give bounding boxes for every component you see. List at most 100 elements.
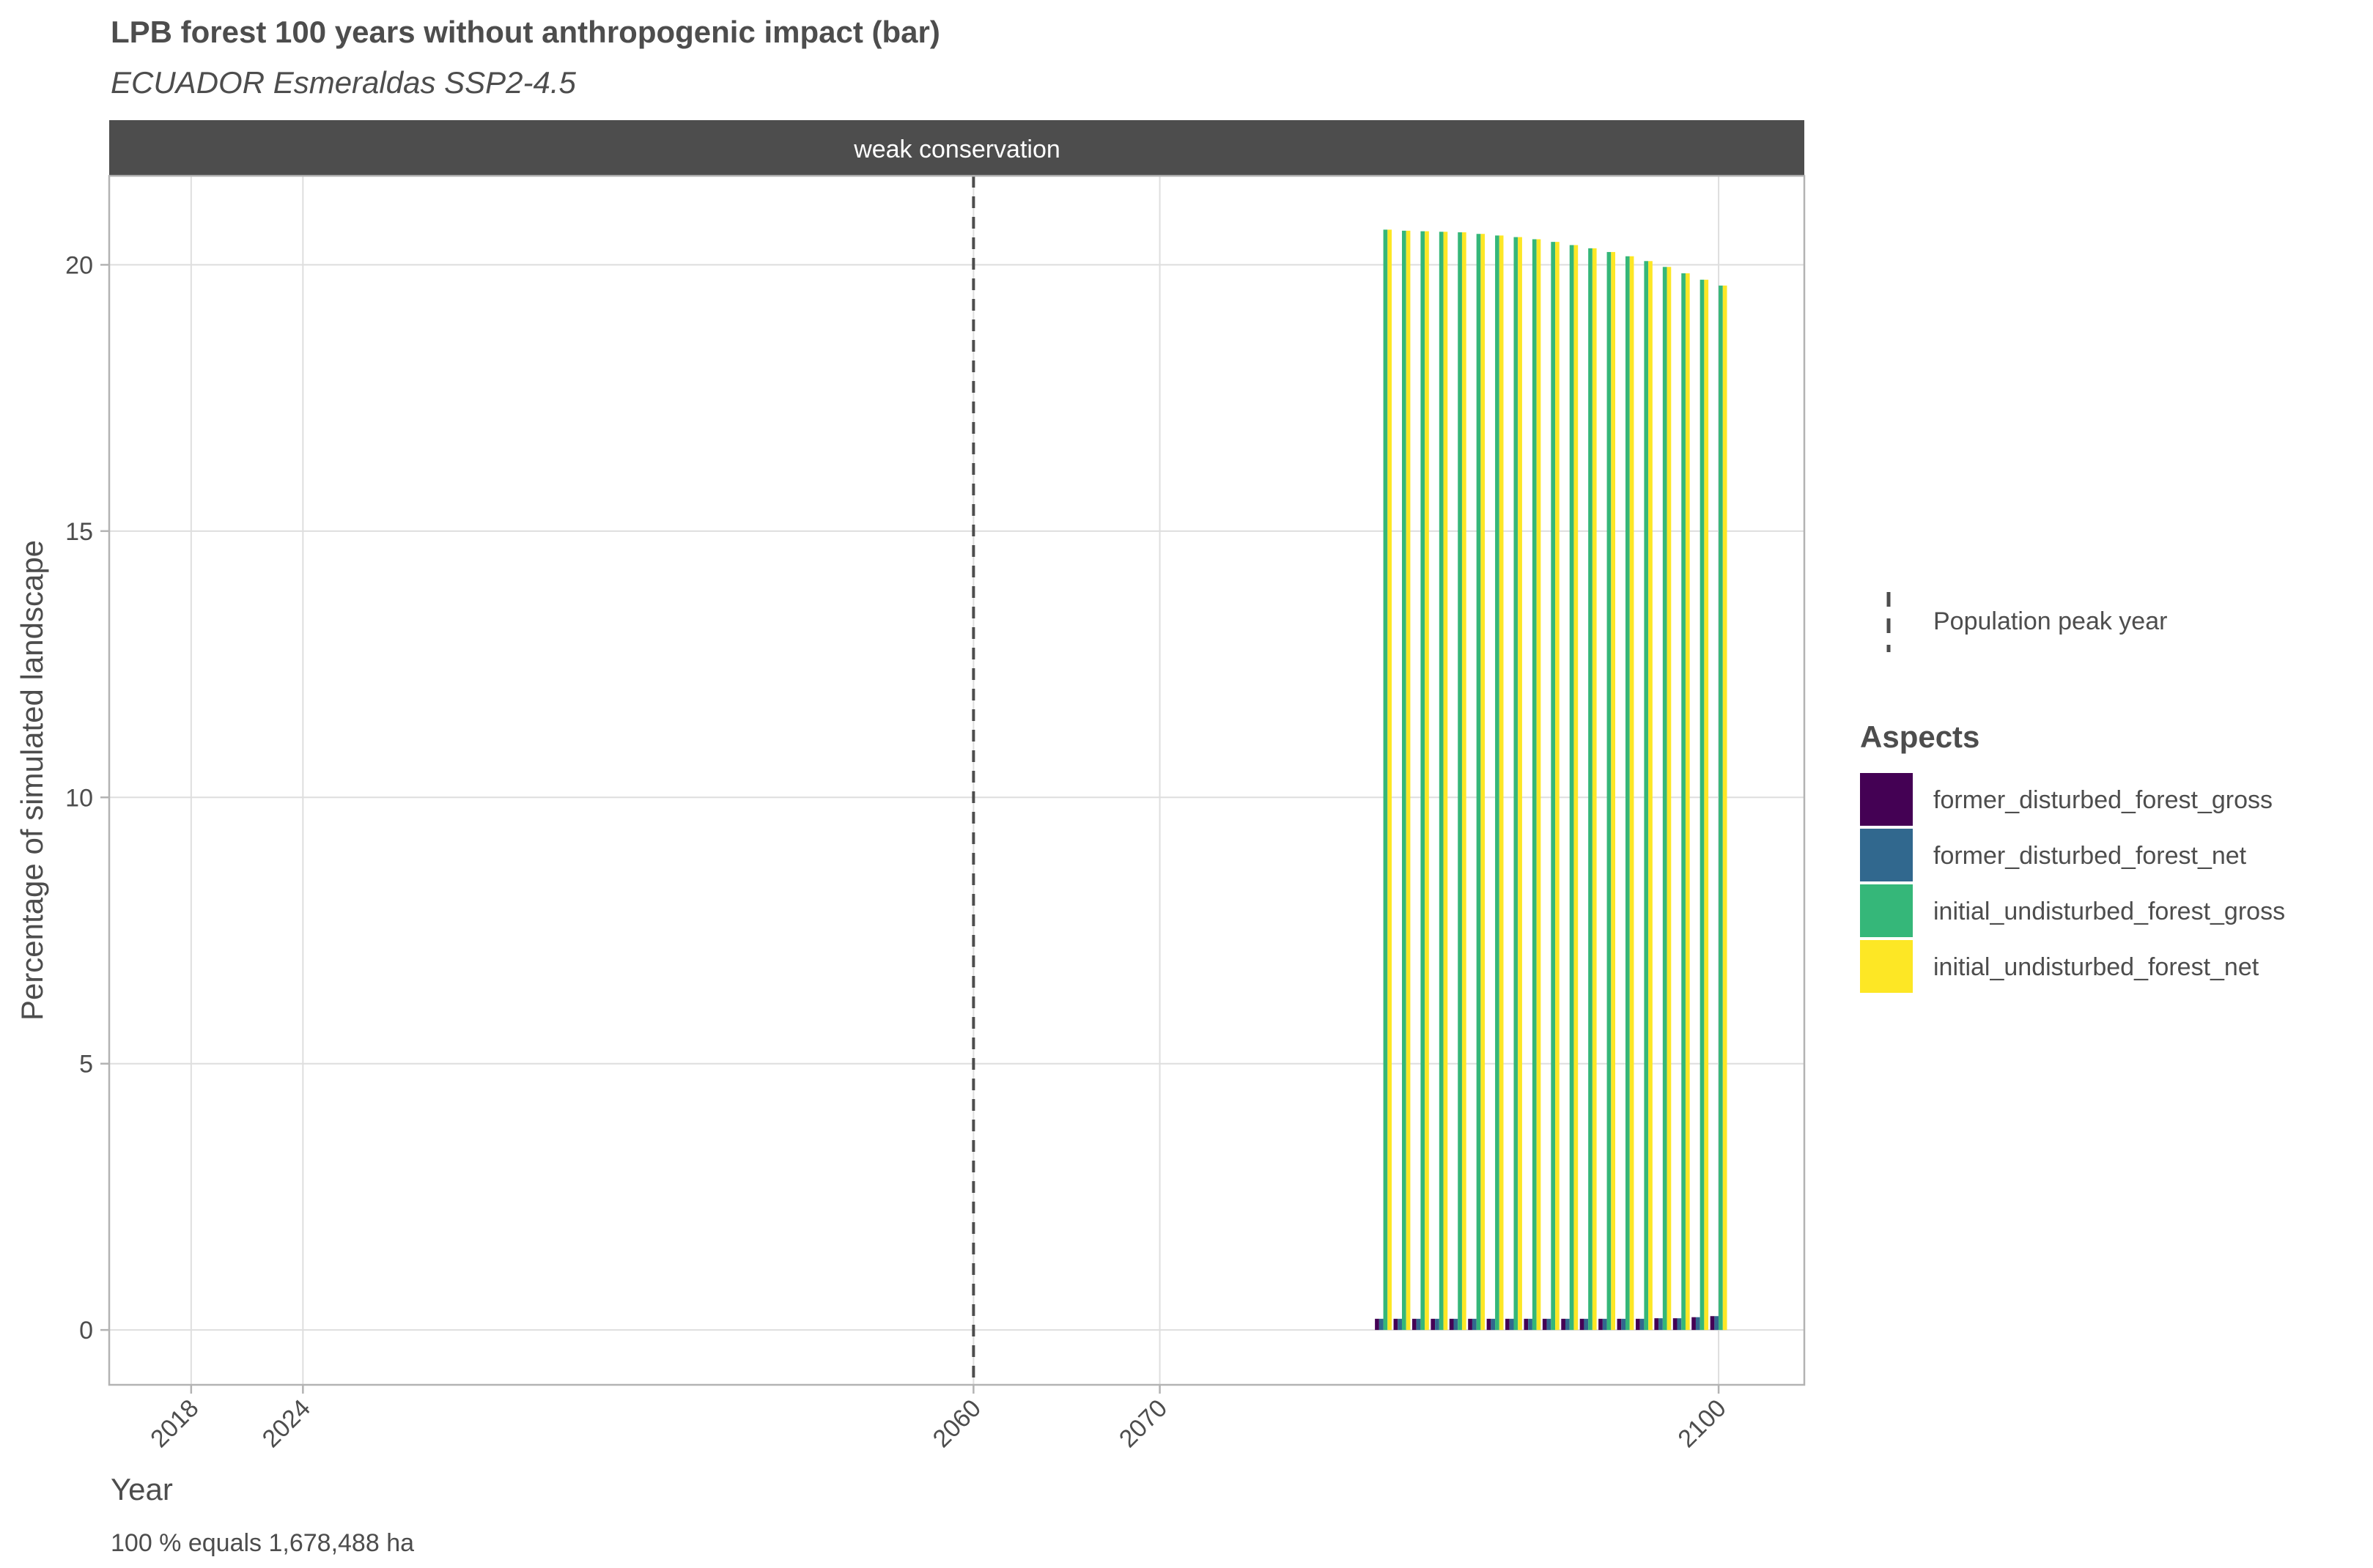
bar xyxy=(1710,1316,1715,1331)
y-tick-label: 0 xyxy=(79,1317,93,1345)
x-tick-label: 2100 xyxy=(1672,1394,1731,1453)
bar xyxy=(1648,261,1653,1331)
y-tick-label: 10 xyxy=(65,784,93,812)
bar xyxy=(1461,232,1466,1331)
bar xyxy=(1379,1318,1384,1331)
bar xyxy=(1480,234,1486,1331)
bar xyxy=(1458,232,1462,1331)
bar xyxy=(1573,245,1579,1331)
x-axis-label: Year xyxy=(111,1472,173,1506)
bar xyxy=(1662,267,1667,1331)
bar xyxy=(1499,235,1504,1331)
bar xyxy=(1644,261,1649,1331)
bar xyxy=(1472,1318,1477,1331)
bar xyxy=(1704,279,1709,1331)
legend: Population peak year Aspects former_dist… xyxy=(1860,592,2285,993)
bar xyxy=(1602,1318,1607,1331)
bar xyxy=(1435,1318,1439,1331)
bar xyxy=(1453,1318,1458,1331)
bar xyxy=(1719,285,1723,1331)
bar xyxy=(1658,1318,1663,1331)
x-tick-label: 2070 xyxy=(1114,1394,1173,1453)
bar xyxy=(1546,1318,1551,1331)
legend-label-vline: Population peak year xyxy=(1933,607,2167,635)
legend-title: Aspects xyxy=(1860,720,1979,754)
x-tick-label: 2018 xyxy=(145,1394,204,1453)
bar xyxy=(1513,237,1518,1331)
bar xyxy=(1561,1318,1566,1331)
bar xyxy=(1569,245,1574,1331)
bar xyxy=(1722,285,1727,1331)
chart-title: LPB forest 100 years without anthropogen… xyxy=(111,15,940,49)
bar xyxy=(1536,239,1541,1331)
bar xyxy=(1505,1318,1510,1331)
chart-subtitle: ECUADOR Esmeraldas SSP2-4.5 xyxy=(111,65,577,100)
bar xyxy=(1714,1316,1719,1331)
bar xyxy=(1639,1318,1645,1331)
caption: 100 % equals 1,678,488 ha xyxy=(111,1529,414,1557)
bar xyxy=(1495,235,1499,1331)
bar xyxy=(1476,234,1481,1331)
bar xyxy=(1398,1318,1402,1331)
bar xyxy=(1449,1318,1454,1331)
y-axis-label: Percentage of simulated landscape xyxy=(15,540,49,1021)
bars xyxy=(1375,229,1727,1331)
y-tick-label: 20 xyxy=(65,251,93,279)
bar xyxy=(1387,229,1392,1331)
x-tick-label: 2060 xyxy=(928,1394,986,1453)
bar xyxy=(1672,1318,1678,1331)
legend-label: initial_undisturbed_forest_net xyxy=(1933,953,2259,981)
bar xyxy=(1565,1318,1570,1331)
bar xyxy=(1611,251,1616,1331)
bar xyxy=(1443,232,1448,1331)
facet-strip-label: weak conservation xyxy=(853,136,1060,163)
bar xyxy=(1401,230,1406,1331)
bar xyxy=(1518,237,1522,1331)
x-tick-label: 2024 xyxy=(257,1394,316,1453)
bar xyxy=(1542,1318,1547,1331)
bar xyxy=(1677,1318,1682,1331)
legend-label: former_disturbed_forest_net xyxy=(1933,842,2247,870)
bar xyxy=(1654,1318,1659,1331)
bar xyxy=(1579,1318,1584,1331)
plot-panel xyxy=(109,176,1804,1385)
bar xyxy=(1695,1317,1700,1331)
bar xyxy=(1588,248,1593,1331)
bar xyxy=(1411,1318,1417,1331)
plot-border xyxy=(108,174,1806,1386)
bar xyxy=(1667,267,1672,1331)
legend-label: initial_undisturbed_forest_gross xyxy=(1933,898,2285,925)
bar xyxy=(1606,251,1612,1331)
legend-swatch xyxy=(1860,773,1913,826)
bar xyxy=(1491,1318,1496,1331)
bar xyxy=(1393,1318,1398,1331)
legend-swatch xyxy=(1860,884,1913,937)
y-tick-label: 5 xyxy=(79,1051,93,1079)
facet-strip xyxy=(109,120,1804,176)
bar xyxy=(1524,1318,1529,1331)
bar xyxy=(1383,229,1388,1331)
y-axis-ticks: 0 5 10 15 20 xyxy=(65,251,109,1345)
bar xyxy=(1375,1318,1379,1331)
bar xyxy=(1551,242,1556,1331)
bar xyxy=(1617,1318,1622,1331)
bar xyxy=(1584,1318,1589,1331)
legend-label: former_disturbed_forest_gross xyxy=(1933,786,2273,814)
bar xyxy=(1598,1318,1603,1331)
y-tick-label: 15 xyxy=(65,518,93,546)
bar xyxy=(1528,1318,1532,1331)
bar xyxy=(1681,273,1686,1331)
bar xyxy=(1486,1318,1491,1331)
bar xyxy=(1592,248,1597,1331)
bar xyxy=(1439,232,1444,1331)
bar xyxy=(1629,256,1634,1331)
bar xyxy=(1555,242,1560,1331)
bar xyxy=(1509,1318,1514,1331)
bar xyxy=(1621,1318,1625,1331)
bar xyxy=(1635,1318,1640,1331)
bar xyxy=(1691,1317,1696,1331)
bar xyxy=(1406,230,1411,1331)
bar xyxy=(1625,256,1630,1331)
bar xyxy=(1685,273,1690,1331)
